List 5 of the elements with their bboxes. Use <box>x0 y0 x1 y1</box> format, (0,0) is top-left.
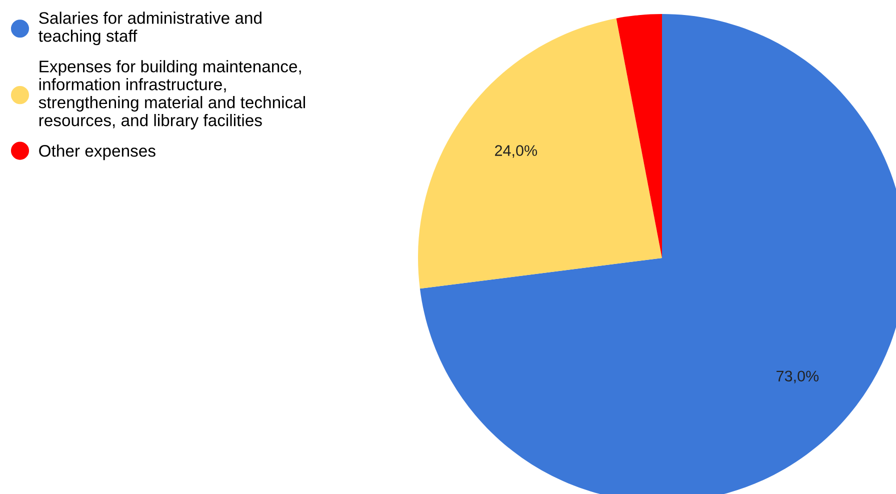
legend-label: Other expenses <box>39 144 156 160</box>
legend-label: Salaries for administrative and teaching staff <box>38 12 262 46</box>
legend-label: Expenses for building maintenance, information infrastructure, strengthening material and technical resources, and library facilities <box>38 60 305 130</box>
data-label: 24,0% <box>495 145 538 158</box>
data-label: 73,0% <box>776 370 819 384</box>
